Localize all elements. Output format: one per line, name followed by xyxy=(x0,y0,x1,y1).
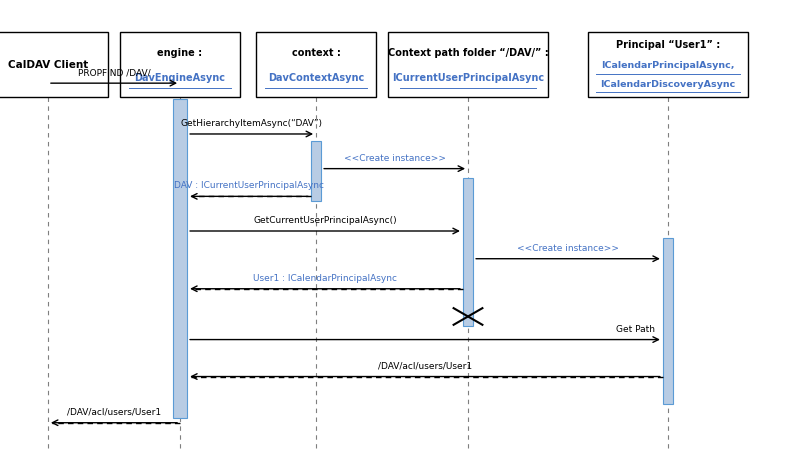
Text: DavEngineAsync: DavEngineAsync xyxy=(134,73,226,83)
Text: DavContextAsync: DavContextAsync xyxy=(268,73,364,83)
Text: context :: context : xyxy=(291,48,341,58)
Text: Context path folder “/DAV/” :: Context path folder “/DAV/” : xyxy=(388,48,548,58)
Bar xyxy=(662,238,673,404)
Text: GetCurrentUserPrincipalAsync(): GetCurrentUserPrincipalAsync() xyxy=(253,216,397,225)
Text: engine :: engine : xyxy=(158,48,202,58)
Text: User1 : ICalendarPrincipalAsync: User1 : ICalendarPrincipalAsync xyxy=(253,274,397,283)
Text: DAV : ICurrentUserPrincipalAsync: DAV : ICurrentUserPrincipalAsync xyxy=(174,182,324,190)
Text: PROPFIND /DAV/: PROPFIND /DAV/ xyxy=(78,68,150,77)
Bar xyxy=(310,141,322,201)
Text: <<Create instance>>: <<Create instance>> xyxy=(344,154,446,163)
Text: /DAV/acl/users/User1: /DAV/acl/users/User1 xyxy=(67,408,161,417)
Text: ICurrentUserPrincipalAsync: ICurrentUserPrincipalAsync xyxy=(392,73,544,83)
Text: Principal “User1” :: Principal “User1” : xyxy=(616,40,720,50)
Text: ICalendarPrincipalAsync,: ICalendarPrincipalAsync, xyxy=(602,61,734,71)
Text: GetHierarchyItemAsync(“DAV”): GetHierarchyItemAsync(“DAV”) xyxy=(181,119,322,128)
Bar xyxy=(462,178,474,326)
Bar xyxy=(120,32,240,97)
Text: Get Path: Get Path xyxy=(616,325,654,334)
Text: ICalendarDiscoveryAsync: ICalendarDiscoveryAsync xyxy=(600,79,736,89)
Text: /DAV/acl/users/User1: /DAV/acl/users/User1 xyxy=(378,362,472,371)
Bar xyxy=(0,32,108,97)
Bar xyxy=(173,99,187,418)
Text: <<Create instance>>: <<Create instance>> xyxy=(517,244,619,253)
Bar xyxy=(588,32,748,97)
Bar xyxy=(388,32,548,97)
Bar xyxy=(256,32,376,97)
Text: CalDAV Client: CalDAV Client xyxy=(8,60,88,70)
